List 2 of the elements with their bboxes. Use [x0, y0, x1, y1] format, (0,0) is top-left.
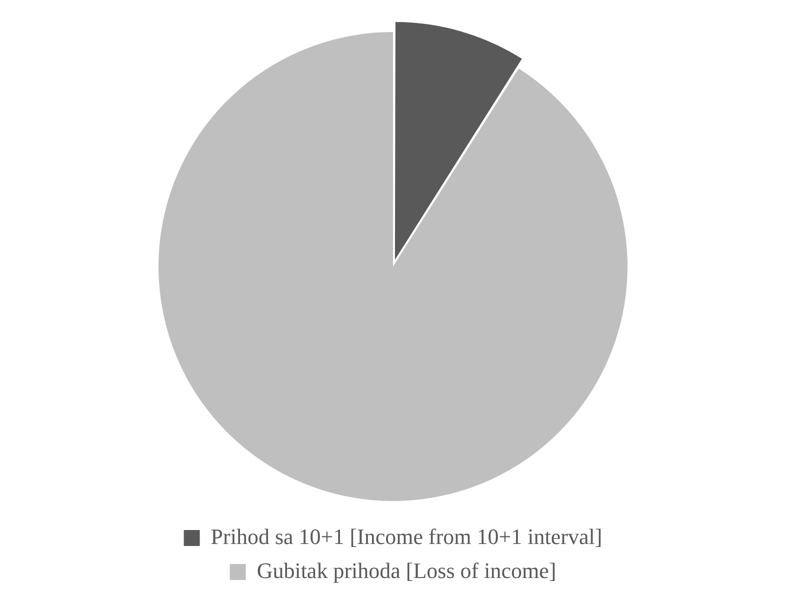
legend-label: Prihod sa 10+1 [Income from 10+1 interval] — [210, 524, 602, 549]
legend-label: Gubitak prihoda [Loss of income] — [256, 558, 556, 583]
